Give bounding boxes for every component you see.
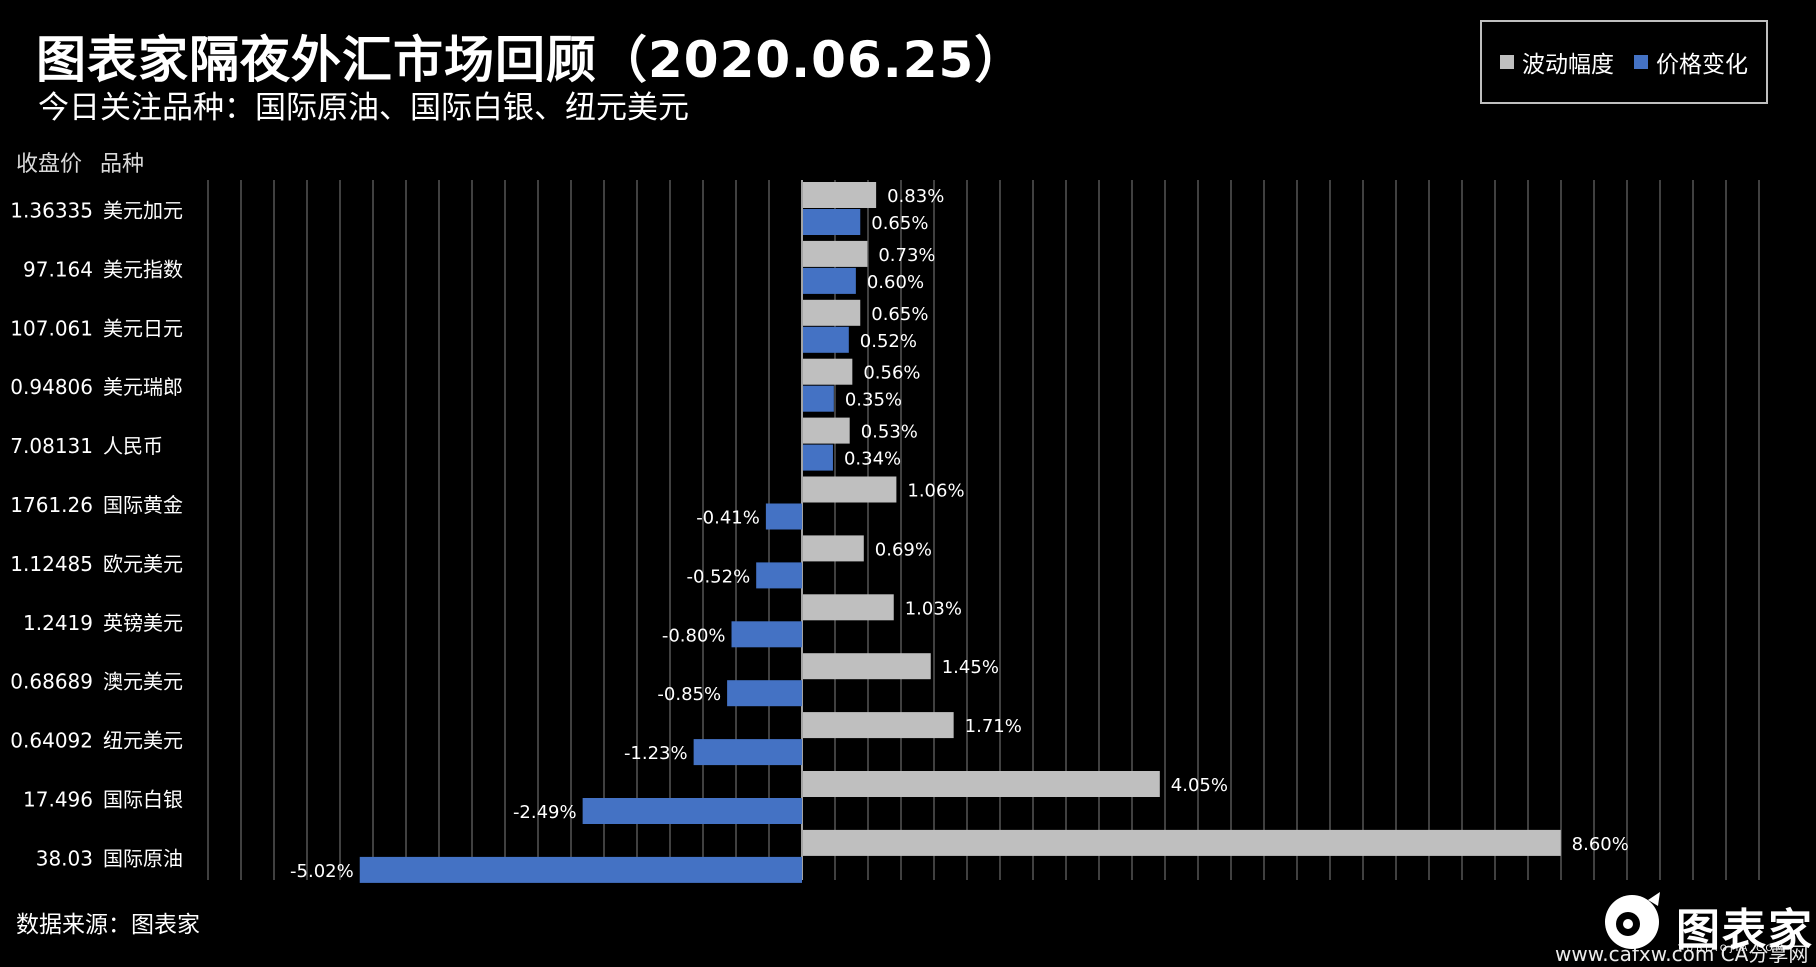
bar-price-change: [693, 739, 802, 766]
close-price-label: 97.164: [23, 257, 93, 281]
data-label: 0.52%: [860, 331, 917, 352]
data-label: 0.65%: [871, 304, 928, 325]
legend-swatch-volatility: [1500, 55, 1514, 69]
data-label: 0.83%: [887, 186, 944, 207]
bar-volatility: [803, 358, 853, 385]
close-price-label: 7.08131: [10, 434, 93, 458]
legend-item-volatility: 波动幅度: [1500, 45, 1614, 79]
bar-volatility: [803, 594, 894, 621]
data-label: 0.60%: [867, 272, 924, 293]
close-price-label: 1.2419: [23, 611, 93, 635]
category-label: 国际原油: [103, 846, 183, 870]
bar-price-change: [359, 856, 802, 883]
data-label: 1.06%: [907, 481, 964, 502]
bar-price-change: [803, 385, 834, 412]
bar-volatility: [803, 771, 1160, 797]
legend-swatch-price-change: [1634, 55, 1648, 69]
category-label: 美元日元: [103, 316, 183, 340]
close-price-label: 1761.26: [10, 493, 93, 517]
bar-price-change: [727, 680, 802, 707]
data-label: 0.56%: [863, 363, 920, 384]
close-price-label: 0.64092: [10, 729, 93, 753]
page-subtitle: 今日关注品种：国际原油、国际白银、纽元美元: [38, 90, 689, 126]
bar-volatility: [803, 829, 1561, 856]
chart-legend: 波动幅度 价格变化: [1480, 20, 1768, 104]
legend-label-price-change: 价格变化: [1656, 52, 1748, 78]
data-label: 0.34%: [844, 449, 901, 470]
data-label: -2.49%: [513, 802, 577, 823]
category-label: 国际黄金: [103, 493, 183, 517]
bar-volatility: [803, 240, 868, 267]
category-label: 英镑美元: [103, 611, 183, 635]
category-label: 美元加元: [103, 198, 183, 222]
data-label: -0.52%: [687, 566, 751, 587]
close-price-label: 38.03: [36, 846, 93, 870]
bar-price-change: [582, 798, 802, 824]
bar-price-change: [803, 267, 856, 294]
category-header: 品种: [100, 152, 145, 177]
data-label: -1.23%: [624, 743, 688, 764]
bar-volatility: [803, 182, 877, 208]
bar-price-change: [803, 326, 849, 353]
data-label: 0.65%: [871, 213, 928, 234]
bar-price-change: [765, 503, 802, 530]
data-label: 1.03%: [905, 598, 962, 619]
close-price-label: 17.496: [23, 787, 93, 811]
bar-volatility: [803, 712, 954, 739]
category-label: 澳元美元: [103, 670, 183, 694]
data-label: 8.60%: [1572, 834, 1629, 855]
close-price-label: 1.12485: [10, 552, 93, 576]
close-price-label: 107.061: [10, 316, 93, 340]
data-label: -0.41%: [696, 508, 760, 529]
data-label: 1.71%: [965, 716, 1022, 737]
bar-price-change: [803, 209, 861, 235]
close-price-header: 收盘价: [16, 152, 83, 177]
data-label: -0.85%: [657, 684, 721, 705]
brand-logo-subtext: TUBIAOJIA.COM: [1678, 944, 1787, 954]
data-label: -0.80%: [662, 625, 726, 646]
bar-price-change: [803, 444, 833, 471]
watermark-text: www.cafxw.com CA分享网: [1555, 942, 1809, 966]
data-label: 0.53%: [861, 422, 918, 443]
data-label: 0.35%: [845, 390, 902, 411]
bar-price-change: [731, 621, 802, 648]
category-label: 欧元美元: [103, 552, 183, 576]
category-label: 国际白银: [103, 787, 183, 811]
data-source: 数据来源：图表家: [16, 912, 200, 938]
bar-volatility: [803, 299, 861, 326]
close-price-label: 1.36335: [10, 198, 93, 222]
brand-logo-text: 图表家: [1676, 905, 1814, 956]
brand-logo-icon: [1605, 892, 1660, 949]
bar-price-change: [756, 562, 802, 589]
data-label: 0.73%: [878, 245, 935, 266]
category-label: 纽元美元: [103, 729, 183, 753]
category-label: 美元指数: [103, 257, 183, 281]
bar-volatility: [803, 535, 864, 562]
close-price-label: 0.94806: [10, 375, 93, 399]
legend-item-price-change: 价格变化: [1634, 45, 1748, 79]
close-price-label: 0.68689: [10, 670, 93, 694]
data-label: 0.69%: [875, 539, 932, 560]
bar-volatility: [803, 653, 931, 680]
bar-volatility: [803, 476, 897, 503]
legend-label-volatility: 波动幅度: [1522, 52, 1614, 78]
category-label: 人民币: [103, 434, 163, 458]
data-label: 1.45%: [942, 657, 999, 678]
bar-volatility: [803, 417, 850, 444]
page-title: 图表家隔夜外汇市场回顾（2020.06.25）: [36, 31, 1026, 89]
data-label: 4.05%: [1171, 775, 1228, 796]
data-label: -5.02%: [290, 861, 354, 882]
category-label: 美元瑞郎: [103, 375, 183, 399]
